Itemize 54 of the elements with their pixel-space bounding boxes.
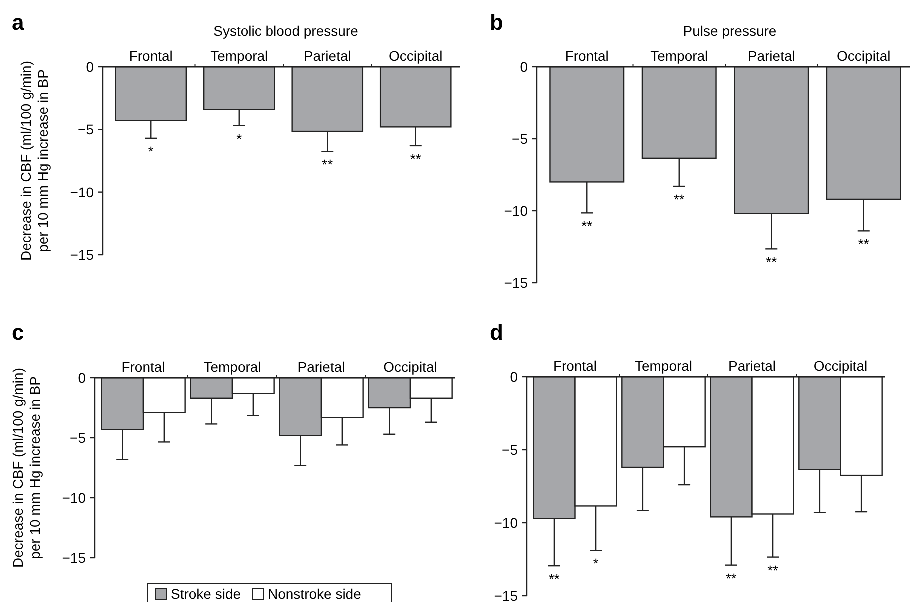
annotation: **	[582, 218, 594, 234]
x-tick-label: Parietal	[304, 48, 352, 64]
x-tick-label: Occipital	[389, 48, 443, 64]
y-axis-title: Decrease in CBF (ml/100 g/min) per 10 mm Hg increase in BP	[18, 61, 51, 261]
y-tick-label: 0	[520, 59, 528, 75]
x-tick-label: Frontal	[553, 358, 598, 374]
y-tick-label: −5	[78, 122, 94, 138]
annotation: *	[148, 143, 154, 160]
y-tick-label: −10	[62, 490, 86, 506]
annotation: **	[726, 570, 738, 586]
x-tick-label: Parietal	[298, 359, 346, 375]
y-tick-label: −15	[494, 588, 518, 602]
y-tick-label: −15	[62, 550, 86, 566]
annotation: **	[858, 236, 870, 252]
text: b	[490, 10, 504, 35]
x-tick-label: Frontal	[122, 359, 166, 375]
x-tick-label: Temporal	[650, 48, 708, 64]
y-tick-label: −5	[512, 131, 528, 147]
annotation: *	[236, 130, 243, 147]
y-tick-label: 0	[86, 59, 94, 75]
chart-title: Pulse pressure	[683, 23, 777, 39]
annotation: **	[322, 156, 334, 173]
y-tick-label: −10	[70, 184, 94, 200]
y-tick-label: −10	[494, 515, 518, 531]
y-tick-label: −5	[70, 430, 86, 446]
y-axis-title: Decrease in CBF (ml/100 g/min) per 10 mm Hg increase in BP	[10, 368, 43, 568]
annotation: **	[766, 254, 778, 270]
y-tick-label: 0	[78, 370, 86, 386]
x-tick-label: Frontal	[129, 48, 173, 64]
x-tick-label: Parietal	[748, 48, 796, 64]
x-tick-label: Temporal	[634, 358, 693, 374]
x-tick-label: Occipital	[384, 359, 438, 375]
legend-label: Nonstroke side	[268, 586, 362, 602]
x-tick-label: Frontal	[565, 48, 609, 64]
x-tick-label: Occipital	[814, 358, 868, 374]
annotation: **	[674, 192, 686, 208]
legend-label: Stroke side	[171, 586, 242, 602]
text: c	[12, 320, 24, 345]
text: a	[12, 10, 25, 35]
text: d	[490, 320, 504, 345]
y-tick-label: 0	[510, 369, 518, 385]
annotation: **	[768, 562, 780, 578]
annotation: **	[410, 150, 422, 167]
y-tick-label: −15	[70, 247, 94, 263]
x-tick-label: Temporal	[210, 48, 268, 64]
annotation: *	[593, 556, 600, 572]
chart-title: Systolic blood pressure	[214, 23, 359, 39]
y-tick-label: −10	[504, 203, 528, 219]
x-tick-label: Temporal	[204, 359, 262, 375]
y-tick-label: −15	[504, 275, 528, 291]
x-tick-label: Occipital	[837, 48, 891, 64]
y-tick-label: −5	[502, 442, 518, 458]
x-tick-label: Parietal	[728, 358, 776, 374]
annotation: **	[549, 571, 560, 588]
